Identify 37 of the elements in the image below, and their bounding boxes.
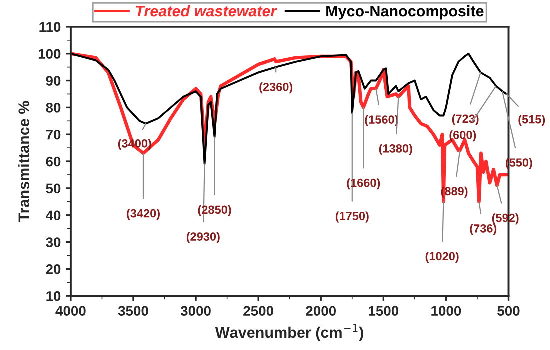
line-series	[70, 52, 508, 166]
y-tick-label: 70	[46, 130, 61, 140]
annotation: (1380)	[379, 144, 412, 156]
x-tick-label: 3000	[180, 306, 211, 316]
y-tick-label: 60	[46, 156, 61, 167]
y-tick-label: 80	[46, 103, 61, 113]
x-tick-label: 1000	[432, 306, 462, 316]
y-tick-label: 20	[46, 264, 61, 274]
annotation: (2850)	[198, 205, 232, 216]
legend-label: Myco-Nanocomposite	[326, 5, 484, 20]
x-tick-label: 3500	[118, 306, 148, 316]
legend-label: Treated wastewater	[136, 5, 278, 17]
x-tick-label: 500	[498, 306, 520, 316]
annotation: (1560)	[365, 115, 398, 126]
y-tick-label: 110	[40, 22, 61, 32]
annotation: (1750)	[336, 212, 369, 223]
annotation: (1660)	[347, 178, 380, 190]
x-axis-title: Wavenumber (cm$^{−1}$)	[215, 324, 364, 342]
annotation: (2930)	[186, 232, 220, 244]
x-tick-label: 2000	[306, 306, 336, 316]
y-tick-label: 30	[46, 238, 61, 248]
y-tick-label: 100	[38, 49, 61, 60]
annotation: (600)	[450, 130, 476, 142]
annotation: (736)	[470, 224, 497, 236]
y-tick-label: 40	[46, 210, 61, 221]
y-tick-label: 90	[46, 76, 61, 86]
y-axis-title: Transmittance %	[18, 101, 30, 222]
y-tick-label: 10	[46, 291, 61, 302]
x-tick-label: 1500	[369, 306, 399, 316]
annotation: (1020)	[426, 252, 459, 263]
annotation: (2360)	[260, 82, 293, 94]
annotation: (3420)	[127, 209, 160, 220]
x-tick-label: 4000	[56, 306, 86, 316]
x-tick-label: 2500	[244, 306, 274, 316]
annotation: (515)	[518, 115, 546, 126]
y-tick-label: 50	[46, 184, 61, 194]
annotation: (723)	[452, 114, 479, 126]
